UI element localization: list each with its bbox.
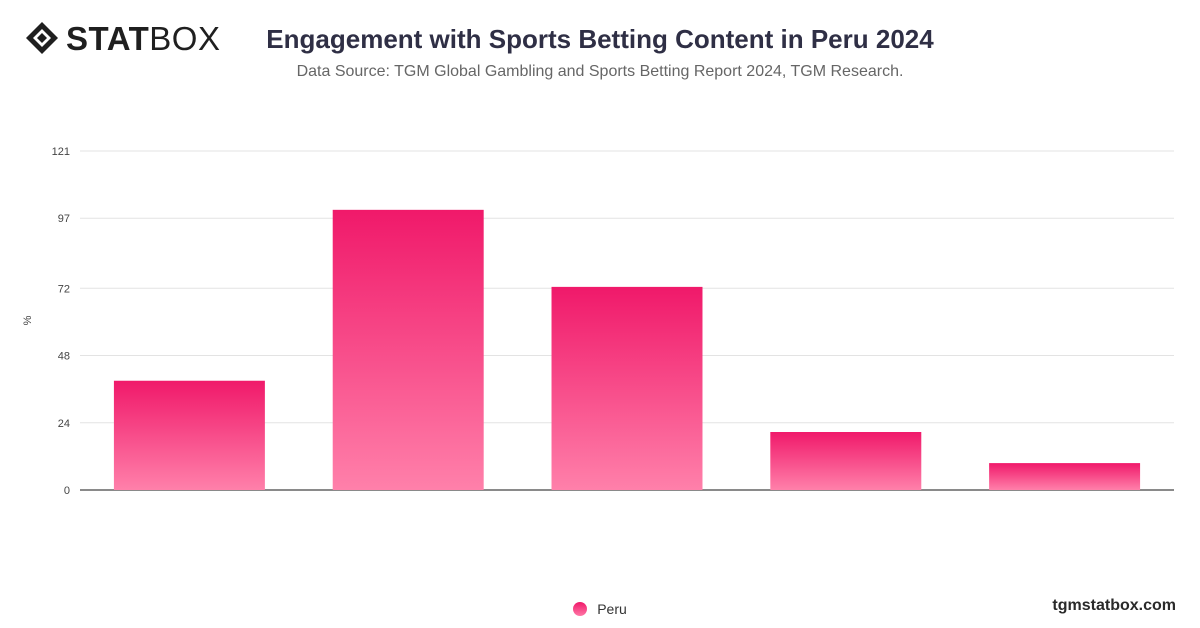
brand-logo: STATBOX bbox=[24, 20, 220, 56]
bar-5[interactable] bbox=[989, 463, 1141, 490]
y-tick-label: 24 bbox=[58, 418, 70, 430]
y-tick-label: 72 bbox=[58, 283, 70, 295]
bar-1[interactable] bbox=[113, 380, 265, 490]
bar-4[interactable] bbox=[770, 432, 922, 490]
bars bbox=[113, 209, 1141, 490]
statbox-logo-icon bbox=[26, 22, 58, 54]
y-axis-label: % bbox=[22, 315, 34, 325]
y-tick-label: 48 bbox=[58, 351, 70, 363]
legend-label-peru: Peru bbox=[597, 601, 627, 617]
chart-title: Engagement with Sports Betting Content i… bbox=[266, 24, 934, 54]
site-url: tgmstatbox.com bbox=[1052, 597, 1176, 614]
y-axis-ticks: 0 24 48 72 97 121 bbox=[52, 146, 70, 497]
bar-2[interactable] bbox=[332, 209, 484, 490]
y-tick-label: 97 bbox=[58, 213, 70, 225]
legend: Peru bbox=[0, 601, 1200, 617]
legend-swatch bbox=[573, 602, 588, 616]
chart-subtitle: Data Source: TGM Global Gambling and Spo… bbox=[296, 63, 904, 80]
logo-wordmark: STATBOX bbox=[66, 22, 220, 55]
logo-light: BOX bbox=[149, 19, 221, 57]
logo-bold: STAT bbox=[66, 19, 150, 57]
y-tick-label: 0 bbox=[64, 485, 70, 497]
bar-3[interactable] bbox=[551, 286, 703, 490]
y-tick-label: 121 bbox=[52, 146, 70, 158]
